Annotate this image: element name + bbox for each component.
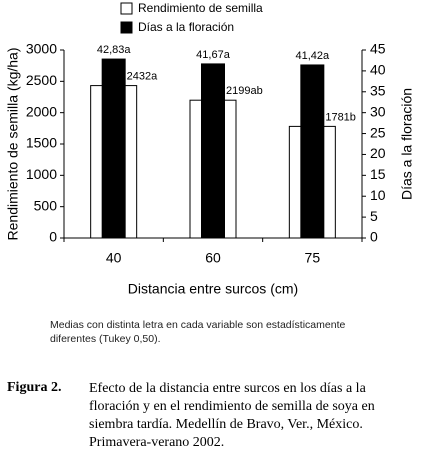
value-label: 41,42a	[296, 50, 331, 62]
y2-tick-label: 45	[370, 41, 386, 57]
legend-label: Rendimiento de semilla	[138, 1, 263, 15]
figure-label: Figura 2.	[7, 380, 62, 395]
y-tick-label: 0	[49, 229, 57, 245]
value-label: 41,67a	[196, 49, 231, 61]
x-tick-label: 40	[106, 250, 122, 266]
y-tick-label: 1500	[26, 135, 57, 151]
y2-tick-label: 25	[370, 124, 386, 140]
bar	[300, 64, 325, 239]
value-label: 1781b	[325, 111, 356, 123]
value-label: 2199ab	[226, 85, 263, 97]
y2-tick-label: 20	[370, 145, 386, 161]
y-tick-label: 1000	[26, 166, 57, 182]
value-label: 2432a	[127, 71, 158, 83]
y2-tick-label: 35	[370, 82, 386, 98]
y-tick-label: 2000	[26, 103, 57, 119]
legend-swatch	[120, 21, 133, 34]
value-label: 42,83a	[97, 44, 132, 56]
y2-tick-label: 10	[370, 187, 386, 203]
y2-tick-label: 40	[370, 62, 386, 78]
legend-swatch	[120, 2, 133, 15]
bar	[201, 63, 225, 239]
y2-tick-label: 30	[370, 103, 386, 119]
x-axis-title: Distancia entre surcos (cm)	[128, 281, 298, 297]
y-axis-title: Rendimiento de semilla (kg/ha)	[5, 48, 21, 241]
caption: Efecto de la distancia entre surcos en l…	[89, 381, 375, 450]
note: Medias con distinta letra en cada variab…	[50, 319, 346, 345]
x-tick-label: 75	[305, 250, 321, 266]
y-tick-label: 2500	[26, 72, 57, 88]
bar	[101, 58, 126, 239]
y2-tick-label: 0	[370, 229, 378, 245]
y-tick-label: 500	[34, 197, 58, 213]
y2-tick-label: 15	[370, 166, 386, 182]
legend-label: Días a la floración	[138, 20, 234, 34]
chart: Rendimiento de semilla (kg/ha) Días a la…	[5, 1, 415, 297]
y2-tick-label: 5	[370, 208, 378, 224]
y-tick-label: 3000	[26, 41, 57, 57]
y2-axis-title: Días a la floración	[399, 88, 415, 200]
x-tick-label: 60	[205, 250, 221, 266]
